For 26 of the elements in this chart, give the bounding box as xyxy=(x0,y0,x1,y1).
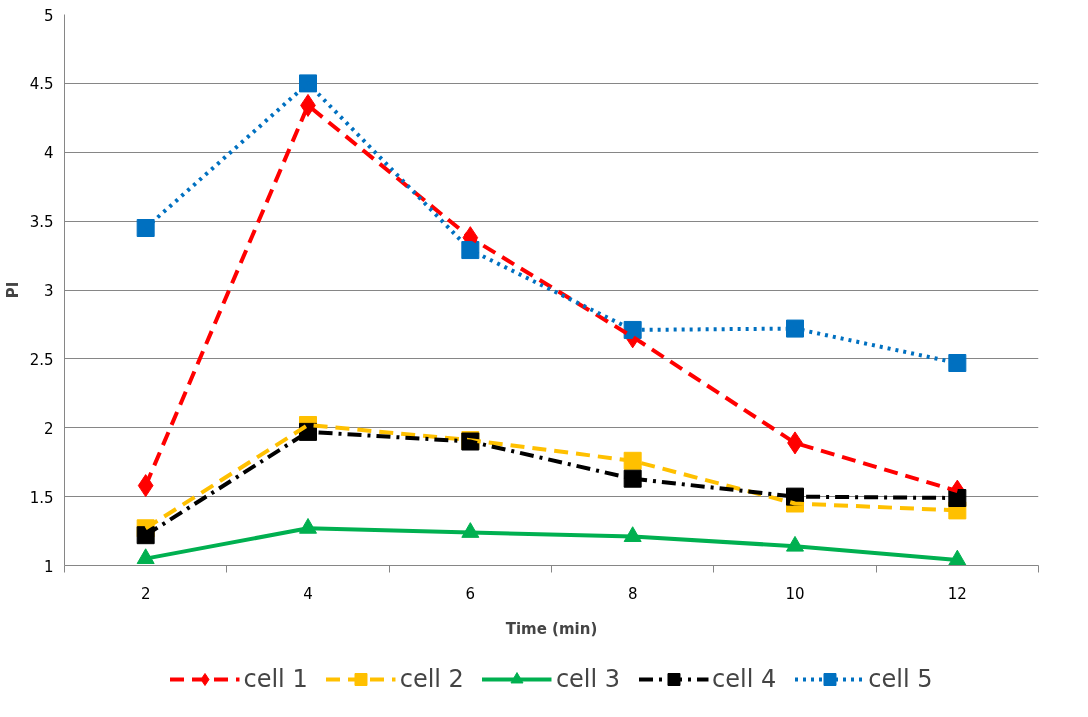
y-axis-title: PI xyxy=(3,281,22,299)
y-tick-label: 3.5 xyxy=(29,213,54,232)
point xyxy=(299,74,317,93)
x-tick-label: 10 xyxy=(785,584,805,603)
x-tick-label: 8 xyxy=(627,584,638,603)
y-tick-label: 5 xyxy=(43,6,54,25)
y-tick-label: 3 xyxy=(43,282,54,300)
y-tick-label: 4 xyxy=(43,144,54,163)
point xyxy=(786,319,804,338)
y-tick-label: 1 xyxy=(43,557,54,576)
y-tick-label: 2 xyxy=(43,419,54,438)
legend-label: cell 3 xyxy=(555,664,621,693)
y-tick-label: 1.5 xyxy=(29,488,54,507)
legend-label: cell 1 xyxy=(243,664,308,693)
legend-label: cell 2 xyxy=(399,664,464,693)
legend-label: cell 5 xyxy=(868,664,933,693)
x-axis-title: Time (min) xyxy=(505,619,598,638)
x-tick-label: 6 xyxy=(465,584,476,603)
point xyxy=(948,354,967,373)
point xyxy=(136,219,155,238)
y-tick-label: 4.5 xyxy=(29,75,54,94)
x-tick-label: 4 xyxy=(303,584,313,603)
legend-label: cell 4 xyxy=(712,664,777,693)
x-tick-label: 12 xyxy=(947,584,967,603)
y-tick-label: 2.5 xyxy=(29,350,54,369)
x-tick-label: 2 xyxy=(140,584,151,603)
